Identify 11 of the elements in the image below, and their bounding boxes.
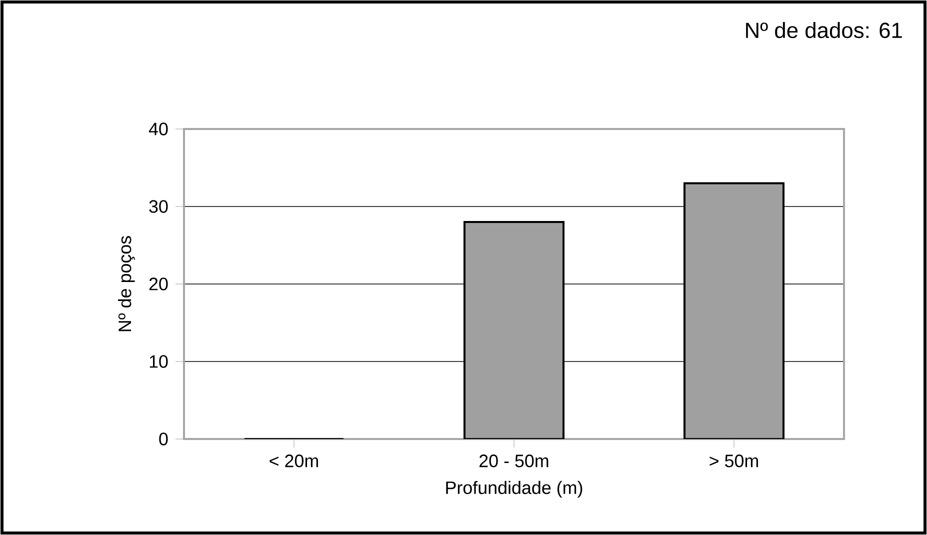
y-tick-label: 10 bbox=[150, 355, 168, 368]
x-tick-label: < 20m bbox=[270, 454, 318, 468]
y-tick-label: 30 bbox=[149, 200, 168, 213]
x-tick-label: > 50m bbox=[710, 454, 758, 468]
y-tick-label: 0 bbox=[159, 432, 168, 446]
y-tick-label: 40 bbox=[148, 122, 168, 136]
y-axis-title: Nº de poços bbox=[118, 236, 135, 332]
x-tick-label: 20 - 50m bbox=[480, 454, 548, 468]
text: Nº de dados: 61 bbox=[746, 22, 902, 38]
x-axis-title: Profundidade (m) bbox=[446, 480, 582, 498]
y-tick-label: 20 bbox=[149, 278, 168, 290]
